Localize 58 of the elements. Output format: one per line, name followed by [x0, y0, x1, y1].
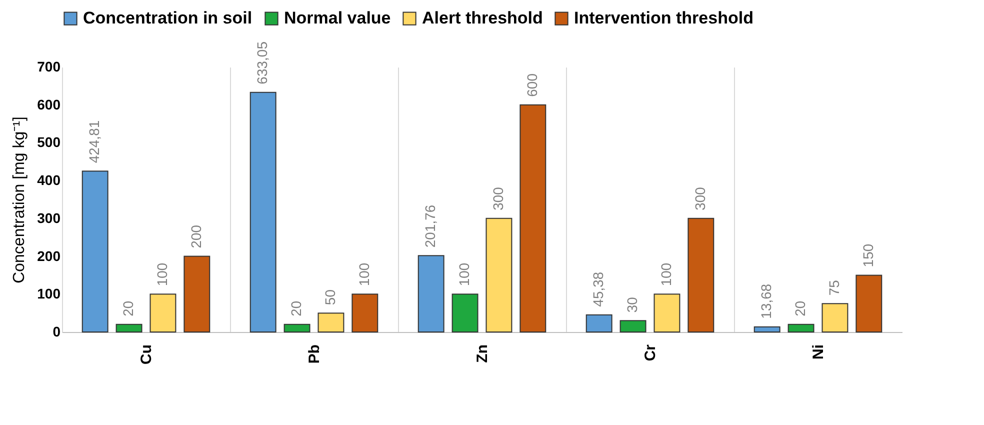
bar — [620, 320, 646, 332]
bar — [352, 294, 378, 332]
bar — [754, 326, 780, 332]
bar — [520, 104, 546, 332]
bar — [788, 324, 814, 332]
data-label: 20 — [792, 300, 808, 316]
bar — [654, 294, 680, 332]
legend-label: Concentration in soil — [83, 8, 252, 28]
data-label: 20 — [288, 300, 304, 316]
bar — [822, 303, 848, 332]
bar — [418, 255, 444, 332]
bar — [486, 218, 512, 332]
data-label: 100 — [154, 262, 170, 286]
data-label: 600 — [524, 73, 540, 97]
x-tick-label: Zn — [474, 344, 491, 363]
bar — [250, 92, 276, 332]
data-label: 300 — [490, 186, 506, 210]
y-tick-label: 0 — [52, 324, 61, 340]
x-tick-label: Pb — [306, 344, 323, 364]
data-label: 30 — [624, 296, 640, 313]
data-label: 200 — [188, 224, 204, 248]
bar — [82, 170, 108, 332]
bar — [452, 294, 478, 332]
bar — [150, 294, 176, 332]
data-label: 150 — [860, 244, 876, 268]
y-axis-title: Concentration [mg kg⁻¹] — [11, 116, 28, 284]
x-tick-label: Cr — [642, 344, 659, 362]
bar — [284, 324, 310, 332]
bar — [184, 256, 210, 332]
data-label: 50 — [322, 289, 338, 306]
bar — [318, 312, 344, 332]
bar — [586, 314, 612, 332]
data-label: 75 — [826, 280, 842, 296]
legend-label: Alert threshold — [422, 8, 543, 28]
bar — [116, 324, 142, 332]
y-tick-label: 600 — [37, 96, 61, 112]
data-label: 201,76 — [422, 204, 438, 248]
y-tick-label: 400 — [37, 172, 61, 188]
y-tick-label: 500 — [37, 134, 61, 150]
data-label: 633,05 — [254, 41, 270, 84]
y-tick-label: 100 — [37, 286, 61, 302]
data-label: 13,68 — [758, 284, 774, 319]
y-tick-label: 300 — [37, 210, 61, 226]
data-label: 300 — [692, 186, 708, 210]
bar — [688, 218, 714, 332]
data-label: 100 — [658, 262, 674, 286]
data-label: 100 — [356, 262, 372, 286]
data-label: 20 — [120, 300, 136, 316]
legend-label: Intervention threshold — [574, 8, 754, 28]
x-tick-label: Cu — [138, 344, 155, 364]
data-label: 424,81 — [86, 120, 102, 164]
x-tick-label: Ni — [810, 344, 827, 360]
data-label: 45,38 — [590, 272, 606, 307]
y-tick-label: 700 — [37, 58, 61, 74]
legend-label: Normal value — [284, 8, 391, 28]
data-label: 100 — [456, 262, 472, 286]
bar — [856, 274, 882, 332]
y-tick-label: 200 — [37, 248, 61, 264]
